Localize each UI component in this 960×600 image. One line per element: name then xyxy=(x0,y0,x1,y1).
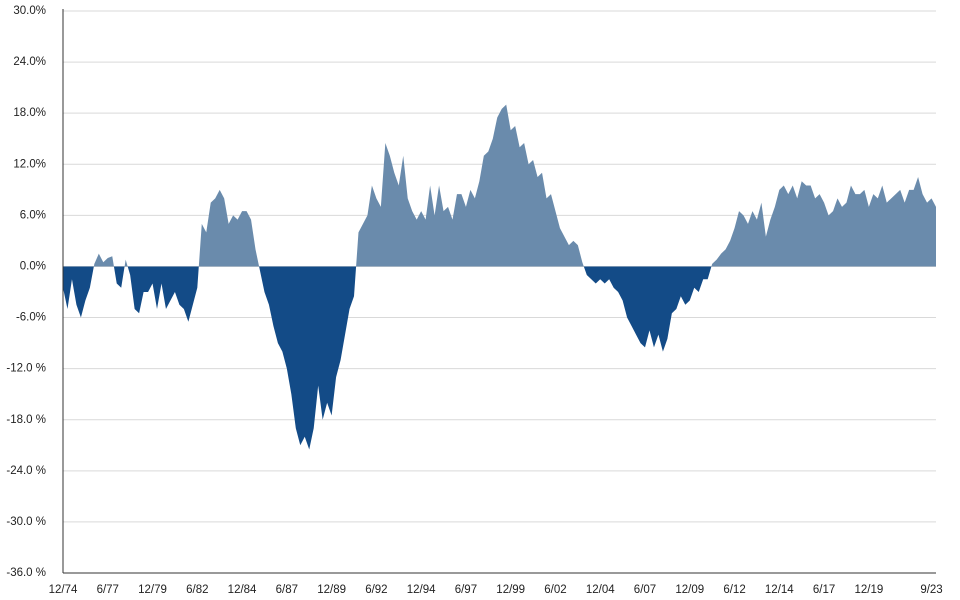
x-tick-label: 6/82 xyxy=(186,584,208,596)
x-tick-label: 12/79 xyxy=(138,584,167,596)
y-tick-label: 12.0% xyxy=(13,158,46,170)
area xyxy=(63,104,936,450)
y-tick-label: -12.0 % xyxy=(6,363,46,375)
x-tick-label: 12/89 xyxy=(317,584,346,596)
x-tick-label: 12/94 xyxy=(407,584,436,596)
y-tick-label: -30.0 % xyxy=(6,516,46,528)
x-tick-label: 12/04 xyxy=(586,584,615,596)
x-tick-label: 6/17 xyxy=(813,584,835,596)
y-tick-label: 30.0% xyxy=(13,5,46,17)
x-tick-label: 6/92 xyxy=(365,584,387,596)
x-tick-label: 6/07 xyxy=(634,584,656,596)
y-tick-label: -6.0% xyxy=(16,312,46,324)
y-tick-label: 0.0% xyxy=(20,260,46,272)
x-tick-label: 6/77 xyxy=(97,584,119,596)
x-tick-label: 6/87 xyxy=(276,584,298,596)
x-tick-label: 12/74 xyxy=(49,584,78,596)
x-tick-label: 12/84 xyxy=(228,584,257,596)
x-tick-label: 12/99 xyxy=(496,584,525,596)
x-tick-label: 12/19 xyxy=(854,584,883,596)
y-tick-label: 6.0% xyxy=(20,209,46,221)
x-tick-label: 12/09 xyxy=(675,584,704,596)
x-tick-label: 9/23 xyxy=(920,584,942,596)
x-tick-label: 6/02 xyxy=(544,584,566,596)
y-tick-label: 18.0% xyxy=(13,107,46,119)
y-tick-label: -36.0 % xyxy=(6,567,46,579)
x-tick-label: 6/97 xyxy=(455,584,477,596)
y-tick-label: 24.0% xyxy=(13,56,46,68)
x-tick-label: 6/12 xyxy=(723,584,745,596)
x-tick-label: 12/14 xyxy=(765,584,794,596)
y-tick-label: -24.0 % xyxy=(6,465,46,477)
y-tick-label: -18.0 % xyxy=(6,414,46,426)
